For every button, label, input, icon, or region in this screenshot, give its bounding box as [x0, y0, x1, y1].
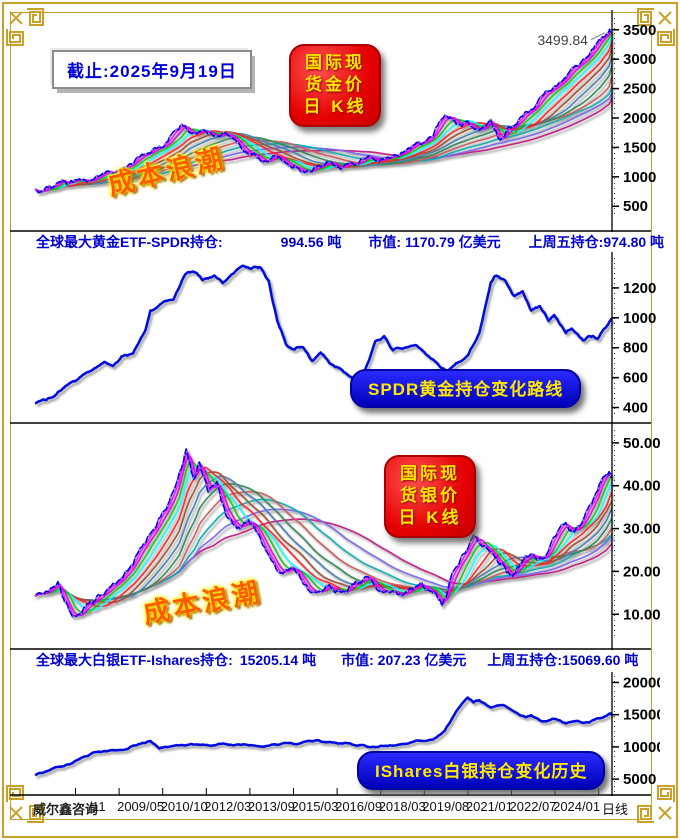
y-tick-label: 30.00	[623, 521, 660, 538]
time-axis-label: 2021/01	[465, 799, 513, 814]
time-axis-label: 2015/03	[291, 799, 339, 814]
y-tick-label: 1000	[623, 310, 656, 327]
badge-line: 国际现	[305, 53, 365, 72]
time-axis-label: 2012/03	[204, 799, 252, 814]
y-tick-label: 2000	[623, 110, 656, 127]
ma-ribbon-line	[34, 490, 613, 602]
c-ishares-price-line	[34, 696, 613, 777]
gold-price-kline-chart: 3500 3000 2500 2000 1500 1000 500 3499.84	[10, 10, 656, 232]
y-tick-label: 20000	[623, 674, 660, 691]
y-tick-label: 10.00	[623, 606, 660, 623]
kline-highlight	[34, 28, 613, 193]
y-tick-label: 600	[623, 370, 648, 387]
time-axis-label: 2016/09	[335, 799, 383, 814]
time-axis-label: 2013/09	[247, 799, 295, 814]
spdr-holdings-title-badge: SPDR黄金持仓变化路线	[350, 369, 582, 408]
ma-ribbon-line	[34, 34, 613, 193]
ma-ribbon-line	[34, 464, 613, 611]
silver-kline-title-badge: 国际现 货银价 日 K线	[384, 455, 476, 539]
ma-ribbon-line	[34, 31, 613, 193]
peak-annotation-pointer	[590, 32, 606, 41]
time-axis-label: /11	[88, 799, 106, 814]
c-spdr-series-group	[34, 264, 613, 405]
c-ishares-series-group	[34, 696, 613, 777]
y-tick-label: 1500	[623, 139, 656, 156]
y-tick-label: 1200	[623, 280, 656, 297]
y-tick-label: 15000	[623, 707, 660, 724]
as-of-date-box: 截止:2025年9月19日	[52, 50, 252, 89]
y-tick-label: 10000	[623, 739, 660, 756]
y-tick-label: 50.00	[623, 435, 660, 452]
badge-line: 国际现	[400, 464, 460, 483]
badge-line: 日 K线	[398, 508, 462, 528]
ma-ribbon-line	[34, 471, 613, 604]
silver-price-kline-chart: 50.00 40.00 30.00 20.00 10.00	[10, 424, 660, 650]
kline-highlight	[34, 448, 613, 618]
silver-etf-info-row: 全球最大白银ETF-Ishares持仓: 15205.14 吨 市值: 207.…	[36, 651, 652, 669]
y-tick-label: 3000	[623, 51, 656, 68]
silver-etf-holdings-label: 全球最大白银ETF-Ishares持仓:	[36, 652, 233, 668]
y-tick-label: 400	[623, 400, 648, 417]
y-tick-label: 1000	[623, 169, 656, 186]
gold-etf-holdings-value: 994.56 吨	[280, 234, 342, 250]
silver-etf-last-friday-holdings: 上周五持仓:15069.60 吨	[487, 652, 639, 668]
y-tick-label: 500	[623, 198, 648, 215]
ma-ribbon-line	[34, 451, 613, 618]
badge-line: 货银价	[400, 486, 460, 506]
gold-etf-info-row: 全球最大黄金ETF-SPDR持仓: 994.56 吨 市值: 1170.79 亿…	[36, 233, 664, 251]
brand-watermark: 威尔鑫咨询	[33, 802, 99, 817]
corner-ornament-icon	[637, 8, 675, 46]
y-tick-label: 20.00	[623, 563, 660, 580]
silver-etf-holdings-value: 15205.14 吨	[239, 652, 317, 668]
gold-etf-market-value: 市值: 1170.79 亿美元	[368, 234, 501, 250]
y-tick-label: 2500	[623, 81, 656, 98]
ishares-silver-holdings-chart: 20000 15000 10000 5000	[10, 672, 660, 796]
time-axis: 威尔鑫咨询/11 2009/05 2010/10 2012/03 2013/09 2015…	[0, 798, 660, 817]
badge-line: 日 K线	[303, 97, 367, 117]
spdr-gold-holdings-chart: 1200 1000 800 600 400	[10, 252, 656, 424]
c-silver-series-group	[34, 448, 613, 618]
y-tick-label: 5000	[623, 771, 656, 788]
time-axis-label: 2009/05	[117, 799, 165, 814]
gold-kline-title-badge: 国际现 货金价 日 K线	[289, 44, 381, 128]
time-axis-label: 2019/08	[422, 799, 470, 814]
c-spdr-price-line	[34, 264, 613, 405]
c-gold-series-group	[34, 28, 613, 194]
ma-ribbon-line	[34, 29, 613, 193]
y-tick-label: 3500	[623, 22, 656, 39]
corner-ornament-icon	[637, 785, 675, 823]
corner-ornament-icon	[6, 785, 44, 823]
time-axis-label: 2022/07	[509, 799, 557, 814]
time-axis-label: 2018/03	[378, 799, 426, 814]
gold-etf-holdings-label: 全球最大黄金ETF-SPDR持仓:	[36, 234, 223, 250]
ma-ribbon-line	[34, 65, 613, 193]
time-axis-period-label: 日线	[602, 802, 629, 817]
time-axis-label: 2024/01	[553, 799, 601, 814]
ma-ribbon-line	[34, 466, 613, 608]
y-tick-label: 40.00	[623, 478, 660, 495]
time-axis-label: 2010/10	[160, 799, 208, 814]
gold-etf-last-friday-holdings: 上周五持仓:974.80 吨	[528, 234, 665, 250]
silver-etf-market-value: 市值: 207.23 亿美元	[341, 652, 467, 668]
ishares-holdings-title-badge: IShares白银持仓变化历史	[357, 751, 606, 790]
badge-line: 货金价	[305, 75, 365, 95]
peak-annotation-label: 3499.84	[537, 32, 588, 48]
y-tick-label: 800	[623, 340, 648, 357]
corner-ornament-icon	[6, 8, 44, 46]
